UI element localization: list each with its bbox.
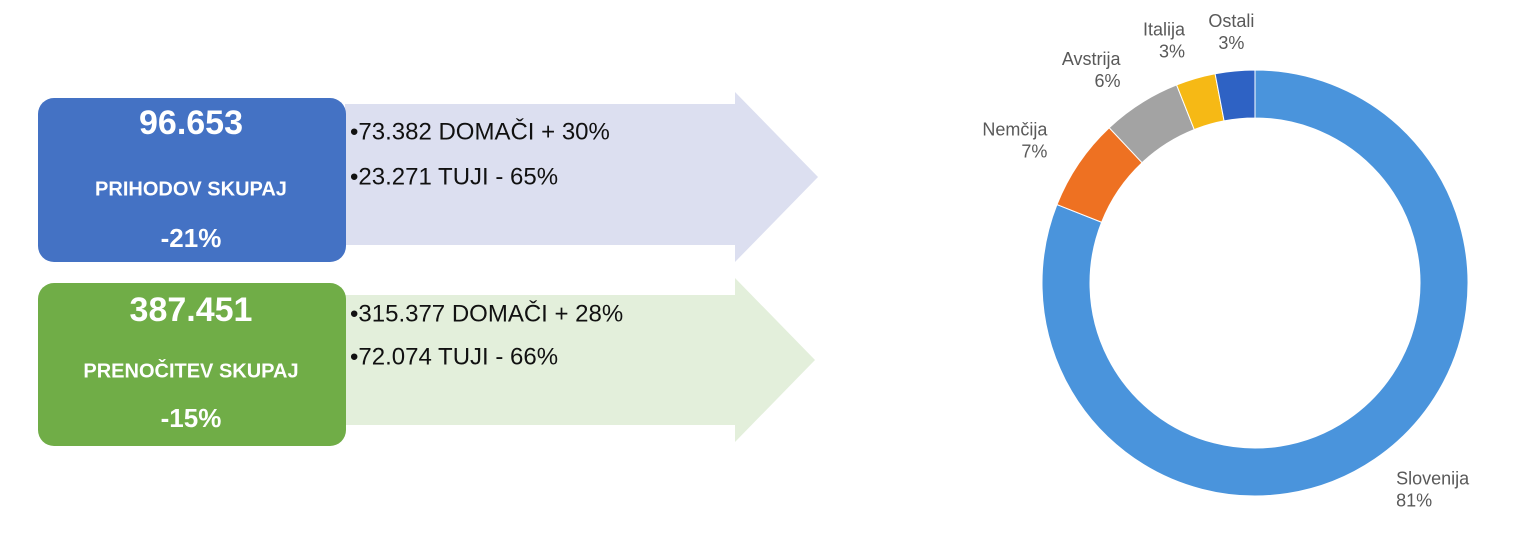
donut-slice xyxy=(1041,69,1469,497)
change: -21% xyxy=(161,223,222,253)
slice-value: 7% xyxy=(1021,142,1047,162)
slice-value: 3% xyxy=(1218,33,1244,53)
change: -15% xyxy=(161,403,222,433)
detail: •72.074 TUJI - 66% xyxy=(350,343,558,370)
label: PRIHODOV SKUPAJ xyxy=(95,178,287,200)
slice-label: Italija xyxy=(1143,20,1186,40)
slice-label: Avstrija xyxy=(1062,49,1122,69)
slice-value: 6% xyxy=(1094,71,1120,91)
detail: •315.377 DOMAČI + 28% xyxy=(350,299,623,327)
arrow xyxy=(345,278,815,442)
slice-label: Nemčija xyxy=(982,120,1048,140)
detail: •23.271 TUJI - 65% xyxy=(350,163,558,190)
donut-slice xyxy=(1214,69,1256,122)
panel-box xyxy=(38,283,346,446)
panel-box xyxy=(38,98,346,262)
slice-value: 3% xyxy=(1159,42,1185,62)
arrow xyxy=(345,92,818,262)
total: 387.451 xyxy=(130,291,253,329)
slice-label: Slovenija xyxy=(1396,468,1470,488)
slice-label: Ostali xyxy=(1208,11,1254,31)
detail: •73.382 DOMAČI + 30% xyxy=(350,117,610,145)
total: 96.653 xyxy=(139,104,243,142)
label: PRENOČITEV SKUPAJ xyxy=(83,358,298,382)
slice-value: 81% xyxy=(1396,490,1432,510)
donut-chart: Slovenija81%Nemčija7%Avstrija6%Italija3%… xyxy=(982,11,1470,510)
